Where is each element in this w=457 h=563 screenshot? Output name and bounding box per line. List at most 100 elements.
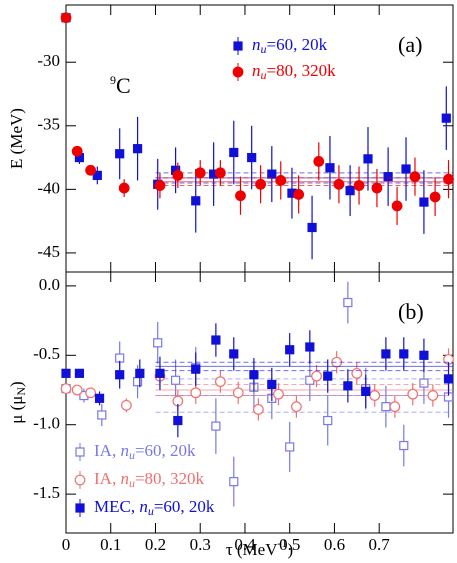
point <box>267 379 277 390</box>
text-part: u <box>129 476 135 490</box>
x-tick-label: 0.7 <box>369 535 391 554</box>
point <box>291 401 302 413</box>
point <box>369 390 381 401</box>
point <box>429 191 441 203</box>
point <box>441 113 451 123</box>
nucleus-label: 9C <box>110 73 131 98</box>
point <box>307 222 317 233</box>
point <box>305 342 315 352</box>
text-part: =60, 20k <box>154 497 215 516</box>
point <box>235 190 246 202</box>
y-axis-label: μ (μN) <box>7 381 28 423</box>
text-part: n <box>120 469 129 488</box>
point <box>173 415 183 426</box>
text-part: -1 <box>278 536 288 550</box>
point <box>229 147 239 158</box>
point <box>120 399 132 411</box>
point <box>285 345 295 355</box>
point <box>313 155 325 167</box>
text-part: E (MeV) <box>7 108 26 169</box>
text-part: n <box>252 35 261 54</box>
legend-label: IA, nu=80, 320k <box>94 469 205 490</box>
text-part: u <box>261 42 267 56</box>
point <box>85 164 97 176</box>
point <box>383 172 393 182</box>
point <box>60 12 72 24</box>
x-tick-label: 0.2 <box>145 535 166 554</box>
text-part: u <box>148 504 154 518</box>
text-part: =60, 20k <box>267 35 328 54</box>
point <box>371 182 383 194</box>
point <box>194 167 206 179</box>
point <box>345 186 355 196</box>
point <box>409 171 421 183</box>
text-part: μ (μ <box>7 396 26 424</box>
text-part: IA, <box>94 469 120 488</box>
point <box>255 178 267 190</box>
point <box>118 182 130 194</box>
x-tick-label: 0.6 <box>324 535 345 554</box>
point <box>153 338 163 348</box>
point <box>92 170 102 180</box>
legend-label: nu=80, 320k <box>252 61 336 82</box>
x-tick-label: 0.1 <box>100 535 121 554</box>
legend-label: IA, nu=60, 20k <box>94 441 196 462</box>
point <box>363 154 373 164</box>
text-part: ) <box>288 540 294 559</box>
text-part: =60, 20k <box>135 441 196 460</box>
point <box>389 401 401 413</box>
point <box>275 175 287 186</box>
y-tick-label: -1.5 <box>33 483 60 502</box>
point <box>211 335 221 345</box>
point <box>343 297 353 308</box>
text-part: IA, <box>94 441 120 460</box>
point <box>85 387 97 399</box>
x-tick-label: 0.4 <box>234 535 256 554</box>
point <box>191 196 201 206</box>
point <box>247 152 257 163</box>
point <box>172 169 184 181</box>
point <box>211 421 221 431</box>
point <box>115 370 125 380</box>
text-part: u <box>261 68 267 82</box>
point <box>293 189 305 200</box>
point <box>343 381 353 391</box>
point <box>323 371 333 381</box>
y-tick-label: -0.5 <box>33 344 60 363</box>
point <box>252 404 264 415</box>
text-part: =80, 320k <box>267 61 337 80</box>
point <box>391 200 403 212</box>
y-tick-label: -30 <box>37 51 60 70</box>
point <box>399 349 409 359</box>
text-part: N <box>14 387 28 396</box>
point <box>285 442 295 452</box>
point <box>381 402 391 412</box>
point <box>443 173 454 185</box>
point <box>191 364 201 374</box>
text-part: n <box>252 61 261 80</box>
panel-label: (b) <box>398 299 424 324</box>
x-tick-label: 0.3 <box>190 535 211 554</box>
legend-marker <box>75 447 85 457</box>
point <box>60 383 72 395</box>
point <box>94 393 105 403</box>
y-tick-label: -40 <box>37 178 60 197</box>
point <box>325 163 335 173</box>
plot-frame <box>65 271 454 534</box>
point <box>115 149 125 159</box>
point <box>323 415 333 426</box>
point <box>154 180 166 191</box>
point <box>71 145 83 157</box>
point <box>419 197 429 207</box>
point <box>61 368 71 378</box>
point <box>399 440 409 451</box>
point <box>171 375 181 385</box>
point <box>407 388 419 400</box>
y-tick-label: -1.0 <box>33 414 60 433</box>
legend-marker <box>74 474 86 486</box>
point <box>401 164 411 174</box>
text-part: ) <box>7 381 26 387</box>
point <box>333 178 345 190</box>
point <box>353 180 365 191</box>
